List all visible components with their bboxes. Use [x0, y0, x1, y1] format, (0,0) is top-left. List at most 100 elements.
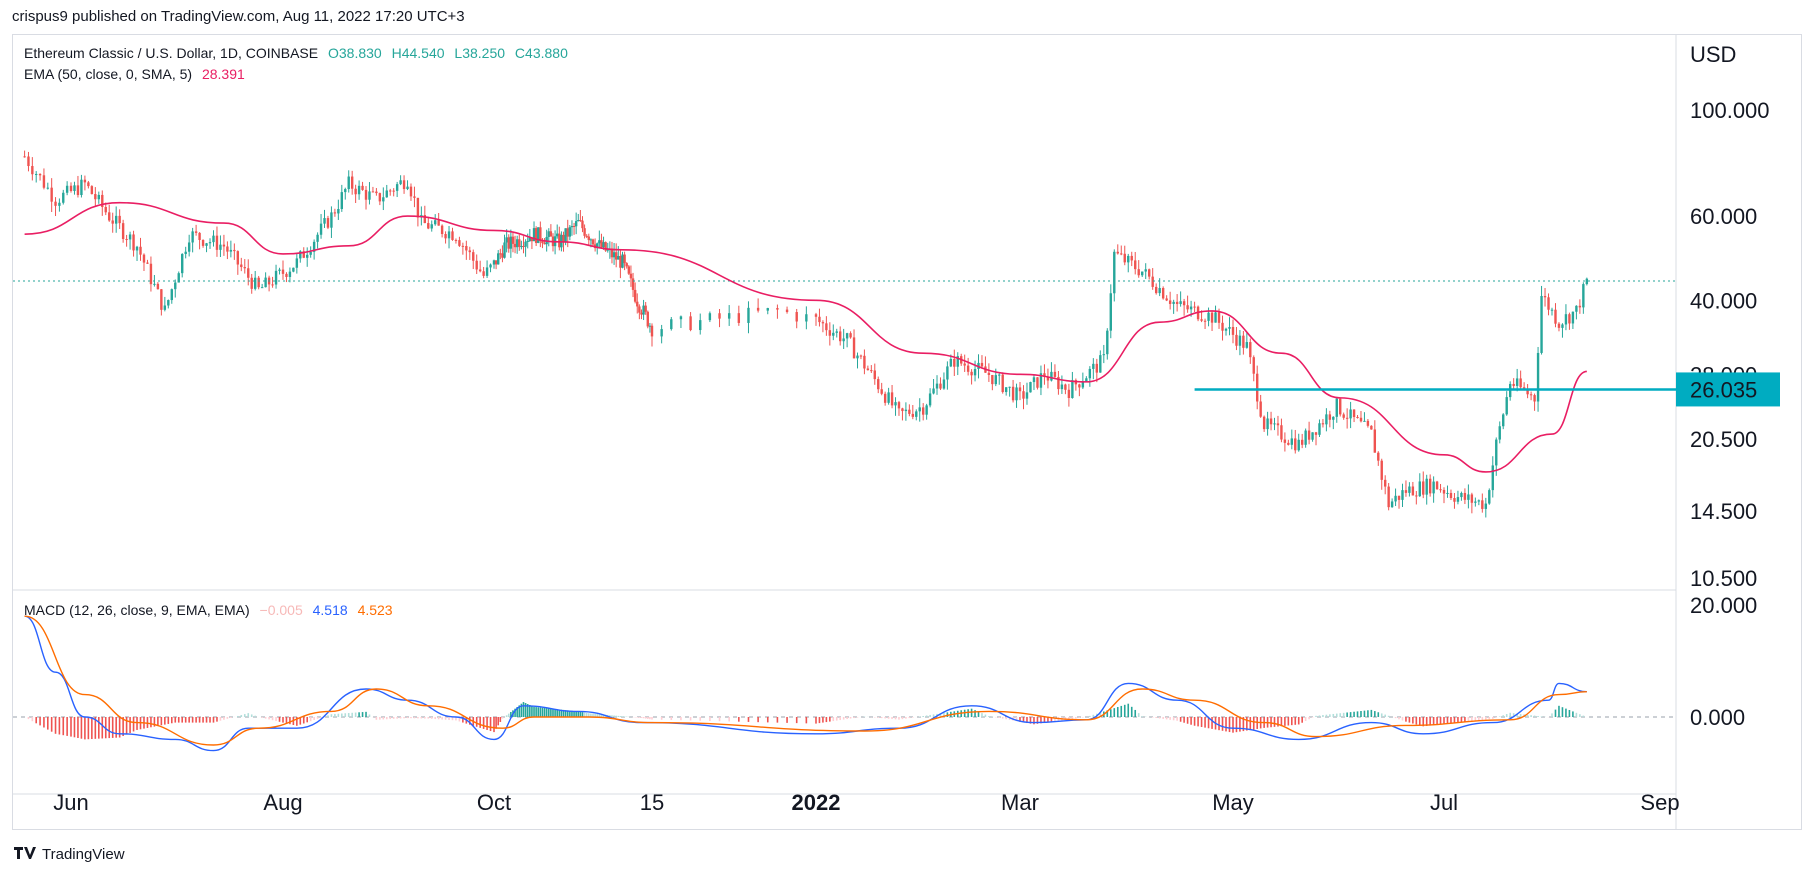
candle-body [1032, 377, 1036, 383]
candle-body [492, 260, 496, 265]
candle-body [636, 301, 639, 307]
candle-body [818, 316, 821, 323]
candle-body [1116, 251, 1119, 254]
candle-body [904, 409, 908, 412]
candle-body [247, 268, 250, 278]
candle-body [1161, 288, 1165, 299]
candle-body [416, 197, 420, 218]
candle-body [1425, 478, 1428, 495]
candle-body [821, 322, 825, 324]
candle-body [326, 218, 330, 228]
legend-symbol: Ethereum Classic / U.S. Dollar, 1D, COIN… [24, 45, 319, 61]
candle-body [589, 239, 593, 241]
candle-body [447, 231, 451, 239]
price-axis-tick: 60.000 [1690, 204, 1757, 229]
candle-body [583, 228, 586, 236]
candle-body [1415, 495, 1418, 497]
candle-body [309, 251, 312, 255]
candle-body [1318, 423, 1321, 435]
candle-body [870, 370, 873, 372]
candle-body [114, 215, 118, 224]
candle-body [194, 231, 198, 233]
candle-body [135, 246, 139, 251]
candle-body [503, 242, 506, 258]
candle-body [1134, 260, 1137, 270]
candle-body [1554, 309, 1557, 324]
candle-body [1373, 429, 1377, 453]
candle-body [911, 413, 915, 417]
candle-body [980, 362, 984, 367]
candle-body [501, 253, 504, 258]
candle-body [288, 271, 292, 277]
candle-body [187, 242, 191, 252]
candle-body [1564, 314, 1568, 325]
candle-body [1283, 439, 1287, 443]
candle-body [1529, 394, 1533, 396]
candle-body [1515, 378, 1519, 386]
candle-body [1335, 398, 1338, 417]
candle-body [83, 179, 87, 183]
footer: TradingView [14, 846, 125, 863]
candle-body [1304, 430, 1307, 445]
candle-body [1207, 312, 1210, 321]
candle-body [587, 236, 590, 241]
candle-body [233, 249, 236, 252]
candle-body [935, 383, 939, 389]
tradingview-logo-icon[interactable] [14, 846, 38, 863]
candle-body [987, 372, 991, 376]
candle-body [828, 330, 832, 336]
candle-body [1231, 327, 1235, 335]
candle-body [1550, 309, 1554, 311]
candle-body [65, 185, 69, 193]
candle-body [350, 176, 354, 189]
candle-body [1519, 378, 1522, 388]
candle-body [378, 193, 382, 202]
candle-body [1179, 301, 1182, 305]
candle-body [226, 246, 229, 252]
candle-body [1294, 438, 1297, 451]
candle-body [1046, 376, 1050, 381]
candle-body [1154, 286, 1158, 294]
candle-body [243, 267, 246, 269]
candle-body [271, 284, 274, 286]
candle-body [468, 250, 471, 253]
candle-body [395, 184, 399, 191]
candle-body [1582, 284, 1585, 308]
candle-body [505, 237, 508, 243]
candle-body [642, 305, 645, 315]
candle-body [524, 241, 527, 247]
legend-low: L38.250 [454, 45, 506, 61]
candle-body [323, 218, 326, 224]
candle-body [406, 186, 409, 190]
candle-body [1536, 352, 1540, 402]
candle-body [1404, 490, 1408, 493]
candle-body [1151, 276, 1154, 287]
candle-body [1512, 383, 1515, 386]
candle-body [568, 227, 572, 237]
candle-body [629, 273, 633, 279]
candle-body [423, 215, 427, 224]
candle-body [333, 212, 337, 214]
candle-body [1235, 334, 1238, 346]
candle-body [1287, 442, 1290, 445]
candle-body [229, 249, 233, 252]
candle-body [1203, 320, 1207, 322]
candle-body [1130, 255, 1133, 261]
candle-body [623, 254, 626, 264]
price-axis-tick: 100.000 [1690, 98, 1770, 123]
candle-body [357, 185, 361, 195]
candle-body [371, 191, 375, 193]
candle-body [866, 368, 870, 371]
candle-body [475, 260, 478, 270]
footer-brand[interactable]: TradingView [42, 846, 125, 863]
candle-body [585, 235, 588, 237]
candle-body [1575, 305, 1578, 312]
candle-body [1109, 293, 1112, 331]
candle-body [1568, 314, 1571, 324]
candle-body [880, 389, 883, 394]
candle-body [111, 220, 114, 224]
legend-ema-label: EMA (50, close, 0, SMA, 5) [24, 66, 193, 82]
candle-body [181, 254, 184, 274]
candle-body [402, 180, 406, 190]
